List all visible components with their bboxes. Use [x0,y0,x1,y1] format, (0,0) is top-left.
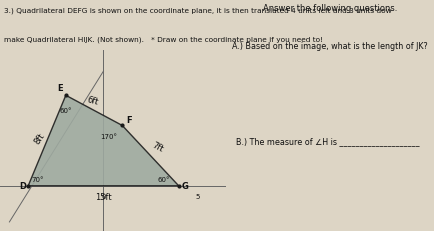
Text: G: G [182,182,189,190]
Text: F: F [126,116,132,124]
Text: make Quadrilateral HIJK. (Not shown).   * Draw on the coordinate plane if you ne: make Quadrilateral HIJK. (Not shown). * … [4,36,323,43]
Text: Answer the following questions.: Answer the following questions. [263,4,397,13]
Text: A.) Based on the image, what is the length of JK?: A.) Based on the image, what is the leng… [232,42,428,51]
Text: 8ft: 8ft [33,131,46,145]
Text: 0: 0 [101,194,106,199]
Text: 60°: 60° [158,176,170,182]
Text: 15ft: 15ft [95,192,112,201]
Text: D: D [19,182,26,190]
Text: 3.) Quadrilateral DEFG is shown on the coordinate plane, it is then translated 4: 3.) Quadrilateral DEFG is shown on the c… [4,8,392,14]
Text: 6ft: 6ft [85,94,99,106]
Text: B.) The measure of ∠H is ____________________: B.) The measure of ∠H is _______________… [236,136,420,145]
Text: 70°: 70° [31,176,44,182]
Text: 7ft: 7ft [151,140,165,154]
Text: E: E [57,84,63,93]
Text: 5: 5 [195,194,200,199]
Text: 170°: 170° [101,134,118,139]
Polygon shape [28,96,179,186]
Text: 60°: 60° [59,108,72,114]
